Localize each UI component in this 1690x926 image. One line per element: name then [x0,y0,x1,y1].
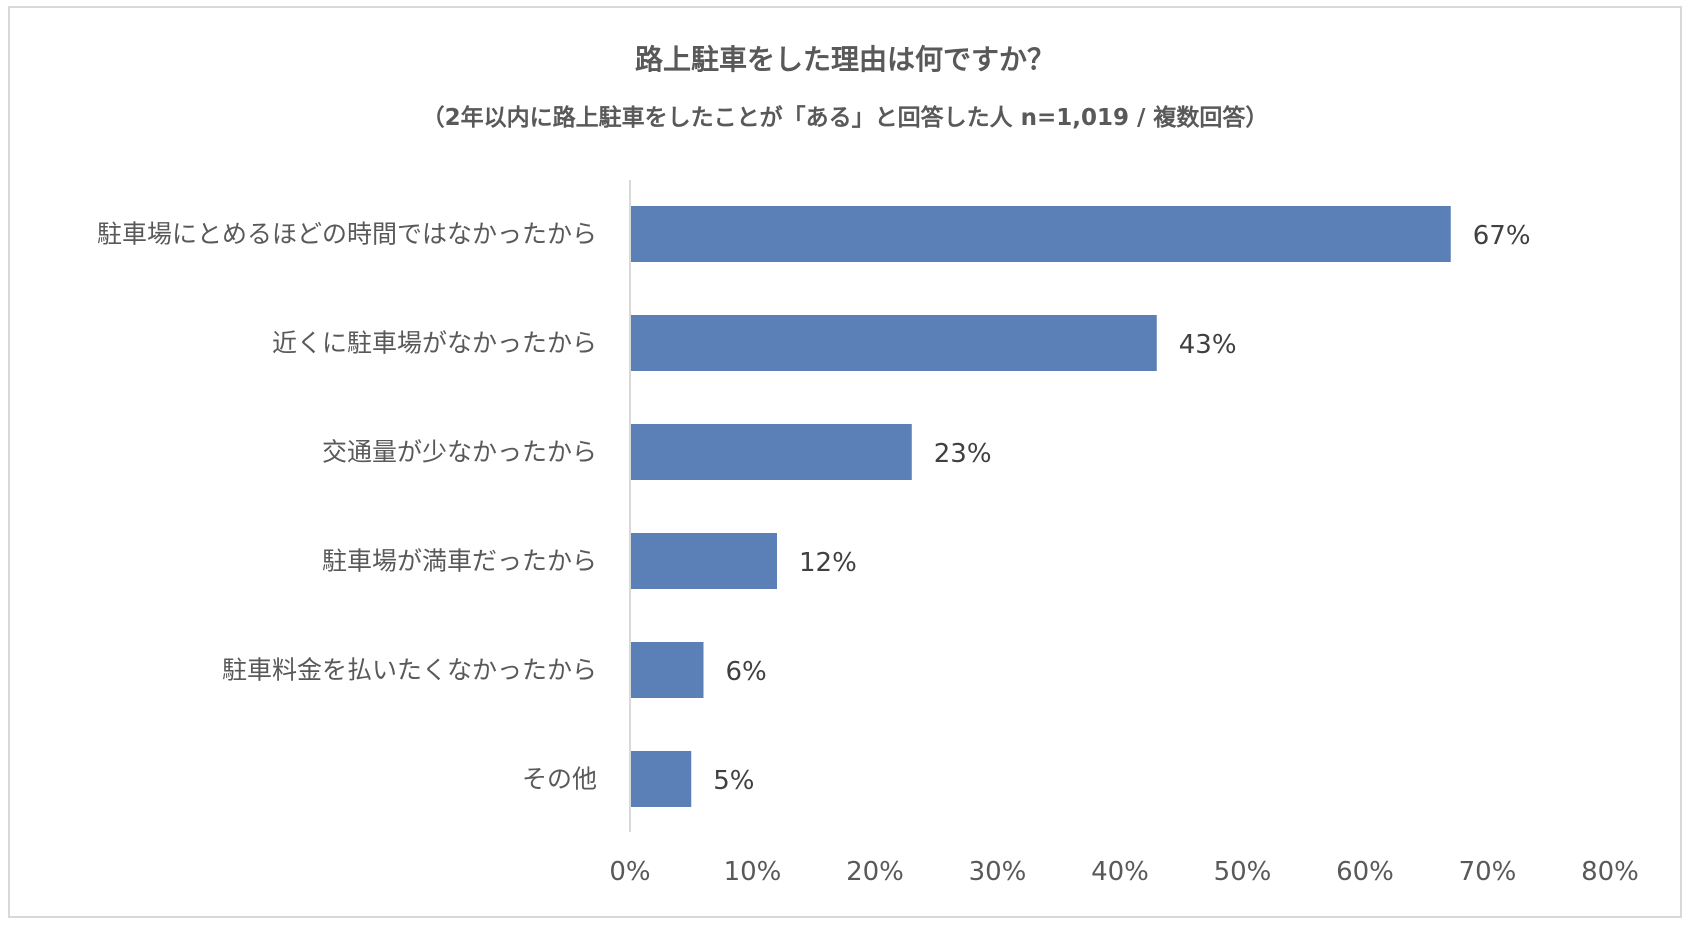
value-label-5: 5% [713,766,754,796]
value-label-1: 43% [1179,330,1237,360]
bar-5 [630,751,692,807]
x-tick-label-7: 70% [1459,857,1517,887]
category-label-4: 駐車料金を払いたくなかったから [222,656,597,685]
category-label-0: 駐車場にとめるほどの時間ではなかったから [97,220,597,249]
chart-subtitle: （2年以内に路上駐車をしたことが「ある」と回答した人 n=1,019 / 複数回… [421,105,1269,131]
value-labels-group: 67% 43% 23% 12% 6% 5% [713,221,1530,796]
x-tick-label-3: 30% [969,857,1027,887]
x-tick-label-6: 60% [1336,857,1394,887]
value-label-3: 12% [799,548,857,578]
x-tick-label-0: 0% [609,857,650,887]
x-tick-label-8: 80% [1581,857,1639,887]
category-label-1: 近くに駐車場がなかったから [272,329,597,358]
value-label-2: 23% [934,439,992,469]
bar-0 [630,206,1451,262]
value-label-4: 6% [726,657,767,687]
bar-1 [630,315,1157,371]
category-labels-group: 駐車場にとめるほどの時間ではなかったから近くに駐車場がなかったから交通量が少なか… [97,220,597,794]
bar-4 [630,642,704,698]
x-tick-label-2: 20% [846,857,904,887]
x-tick-label-5: 50% [1214,857,1272,887]
bar-3 [630,533,777,589]
category-label-5: その他 [522,765,597,794]
bar-2 [630,424,912,480]
category-label-2: 交通量が少なかったから [322,438,597,467]
bars-group [630,206,1451,807]
x-tick-labels-group: 0% 10% 20% 30% 40% 50% 60% 70% 80% [609,857,1639,887]
category-label-3: 駐車場が満車だったから [322,547,597,576]
value-label-0: 67% [1473,221,1531,251]
x-tick-label-1: 10% [724,857,782,887]
chart-title: 路上駐車をした理由は何ですか？ [634,43,1055,76]
x-tick-label-4: 40% [1091,857,1149,887]
